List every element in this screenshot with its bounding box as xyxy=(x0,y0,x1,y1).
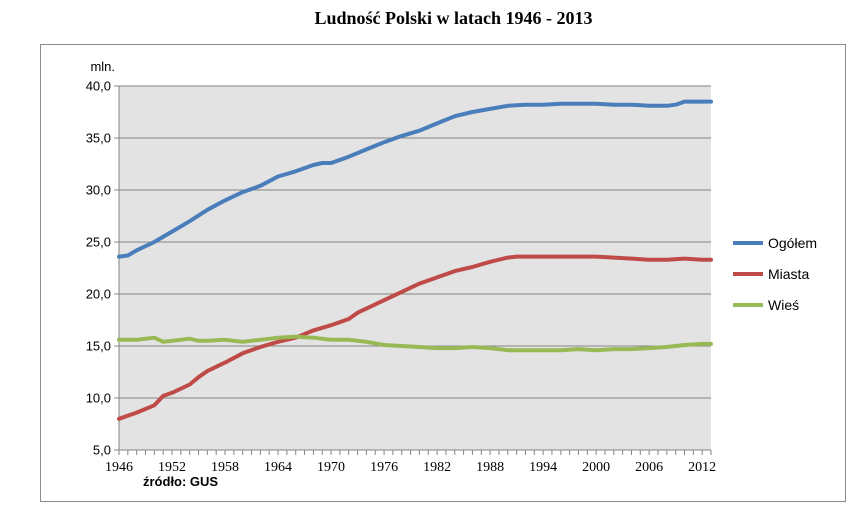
series-line-2 xyxy=(117,254,713,421)
y-tick-label: 40,0 xyxy=(86,79,111,94)
y-tick-label: 35,0 xyxy=(86,131,111,146)
y-tick-label: 25,0 xyxy=(86,235,111,250)
legend-label: Ogółem xyxy=(768,235,817,251)
x-tick-label: 1970 xyxy=(317,460,345,475)
x-tick-label: 2006 xyxy=(635,460,663,475)
y-axis-label: mln. xyxy=(90,59,115,74)
x-tick-label: 1952 xyxy=(158,460,186,475)
legend-label: Wieś xyxy=(768,297,799,313)
x-tick-label: 2012 xyxy=(688,460,716,475)
y-tick-label: 10,0 xyxy=(86,391,111,406)
x-tick-label: 1976 xyxy=(370,460,398,475)
x-tick-label: 1994 xyxy=(529,460,557,475)
chart-title: Ludność Polski w latach 1946 - 2013 xyxy=(314,8,593,28)
y-tick-label: 20,0 xyxy=(86,287,111,302)
series-line-3 xyxy=(117,334,713,353)
y-tick-label: 30,0 xyxy=(86,183,111,198)
plot-area xyxy=(119,86,711,450)
x-tick-label: 1958 xyxy=(211,460,239,475)
x-tick-label: 1946 xyxy=(105,460,133,475)
chart-frame xyxy=(40,44,846,502)
y-tick-label: 5,0 xyxy=(93,443,111,458)
x-tick-label: 1964 xyxy=(264,460,292,475)
x-tick-label: 2000 xyxy=(582,460,610,475)
source-note: źródło: GUS xyxy=(143,474,219,489)
legend-label: Miasta xyxy=(768,266,809,282)
x-tick-label: 1988 xyxy=(476,460,504,475)
y-tick-label: 15,0 xyxy=(86,339,111,354)
x-tick-label: 1982 xyxy=(423,460,451,475)
series-line-1 xyxy=(117,99,713,259)
